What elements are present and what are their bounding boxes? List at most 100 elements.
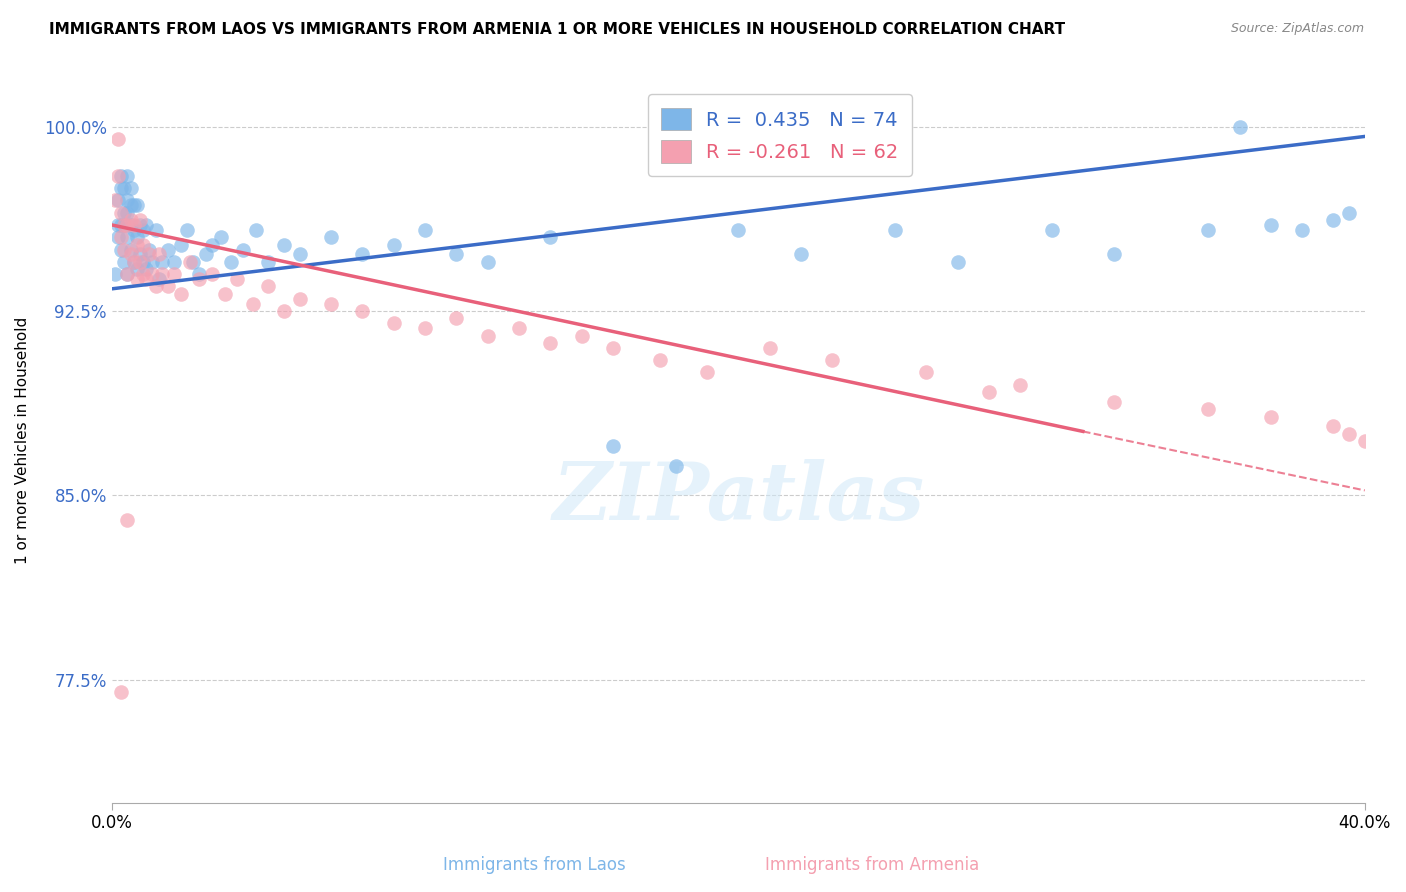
Point: [648, 353, 671, 368]
Point: [413, 321, 436, 335]
Point: [107, 169, 129, 183]
Point: [188, 267, 211, 281]
Point: [104, 194, 127, 208]
Point: [1260, 218, 1282, 232]
Point: [129, 218, 152, 232]
Point: [194, 247, 217, 261]
Point: [125, 230, 148, 244]
Text: IMMIGRANTS FROM LAOS VS IMMIGRANTS FROM ARMENIA 1 OR MORE VEHICLES IN HOUSEHOLD : IMMIGRANTS FROM LAOS VS IMMIGRANTS FROM …: [49, 22, 1066, 37]
Point: [1197, 223, 1219, 237]
Point: [145, 223, 167, 237]
Point: [110, 230, 132, 244]
Point: [508, 321, 530, 335]
Point: [273, 237, 295, 252]
Point: [132, 237, 155, 252]
Point: [117, 230, 139, 244]
Point: [110, 205, 132, 219]
Point: [538, 230, 561, 244]
Point: [122, 254, 145, 268]
Point: [1322, 419, 1344, 434]
Point: [110, 243, 132, 257]
Point: [1322, 213, 1344, 227]
Point: [122, 198, 145, 212]
Point: [120, 213, 142, 227]
Point: [538, 335, 561, 350]
Point: [1354, 434, 1376, 449]
Point: [1102, 395, 1125, 409]
Point: [446, 247, 468, 261]
Point: [120, 243, 142, 257]
Point: [1040, 223, 1063, 237]
Point: [382, 237, 405, 252]
Point: [1010, 377, 1032, 392]
Point: [110, 685, 132, 699]
Point: [696, 366, 718, 380]
Point: [790, 247, 813, 261]
Point: [209, 230, 232, 244]
Point: [117, 194, 139, 208]
Point: [117, 169, 139, 183]
Point: [219, 254, 242, 268]
Point: [602, 341, 624, 355]
Text: Immigrants from Armenia: Immigrants from Armenia: [765, 855, 979, 873]
Point: [132, 254, 155, 268]
Point: [107, 218, 129, 232]
Point: [125, 198, 148, 212]
Point: [122, 223, 145, 237]
Point: [110, 181, 132, 195]
Point: [125, 272, 148, 286]
Point: [1339, 426, 1361, 441]
Point: [188, 272, 211, 286]
Point: [883, 223, 905, 237]
Point: [226, 272, 249, 286]
Point: [112, 218, 135, 232]
Point: [135, 262, 157, 277]
Point: [727, 223, 749, 237]
Point: [104, 267, 127, 281]
Point: [125, 262, 148, 277]
Point: [117, 267, 139, 281]
Point: [107, 230, 129, 244]
Point: [112, 181, 135, 195]
Point: [107, 194, 129, 208]
Point: [112, 205, 135, 219]
Point: [120, 181, 142, 195]
Legend: R =  0.435   N = 74, R = -0.261   N = 62: R = 0.435 N = 74, R = -0.261 N = 62: [648, 95, 912, 177]
Point: [125, 237, 148, 252]
Text: Immigrants from Laos: Immigrants from Laos: [443, 855, 626, 873]
Point: [1260, 409, 1282, 424]
Point: [201, 237, 224, 252]
Point: [120, 247, 142, 261]
Point: [257, 254, 280, 268]
Point: [352, 304, 374, 318]
Point: [129, 254, 152, 268]
Point: [157, 243, 180, 257]
Point: [145, 279, 167, 293]
Point: [477, 328, 499, 343]
Point: [129, 213, 152, 227]
Point: [132, 223, 155, 237]
Point: [112, 254, 135, 268]
Point: [169, 237, 191, 252]
Point: [122, 254, 145, 268]
Point: [257, 279, 280, 293]
Point: [148, 272, 170, 286]
Point: [135, 218, 157, 232]
Point: [107, 132, 129, 146]
Point: [176, 223, 198, 237]
Point: [163, 267, 186, 281]
Point: [138, 243, 160, 257]
Point: [129, 247, 152, 261]
Point: [1339, 205, 1361, 219]
Text: Source: ZipAtlas.com: Source: ZipAtlas.com: [1230, 22, 1364, 36]
Point: [413, 223, 436, 237]
Point: [571, 328, 593, 343]
Point: [150, 267, 173, 281]
Point: [117, 513, 139, 527]
Point: [117, 205, 139, 219]
Point: [446, 311, 468, 326]
Point: [120, 198, 142, 212]
Point: [112, 243, 135, 257]
Point: [273, 304, 295, 318]
Point: [288, 292, 311, 306]
